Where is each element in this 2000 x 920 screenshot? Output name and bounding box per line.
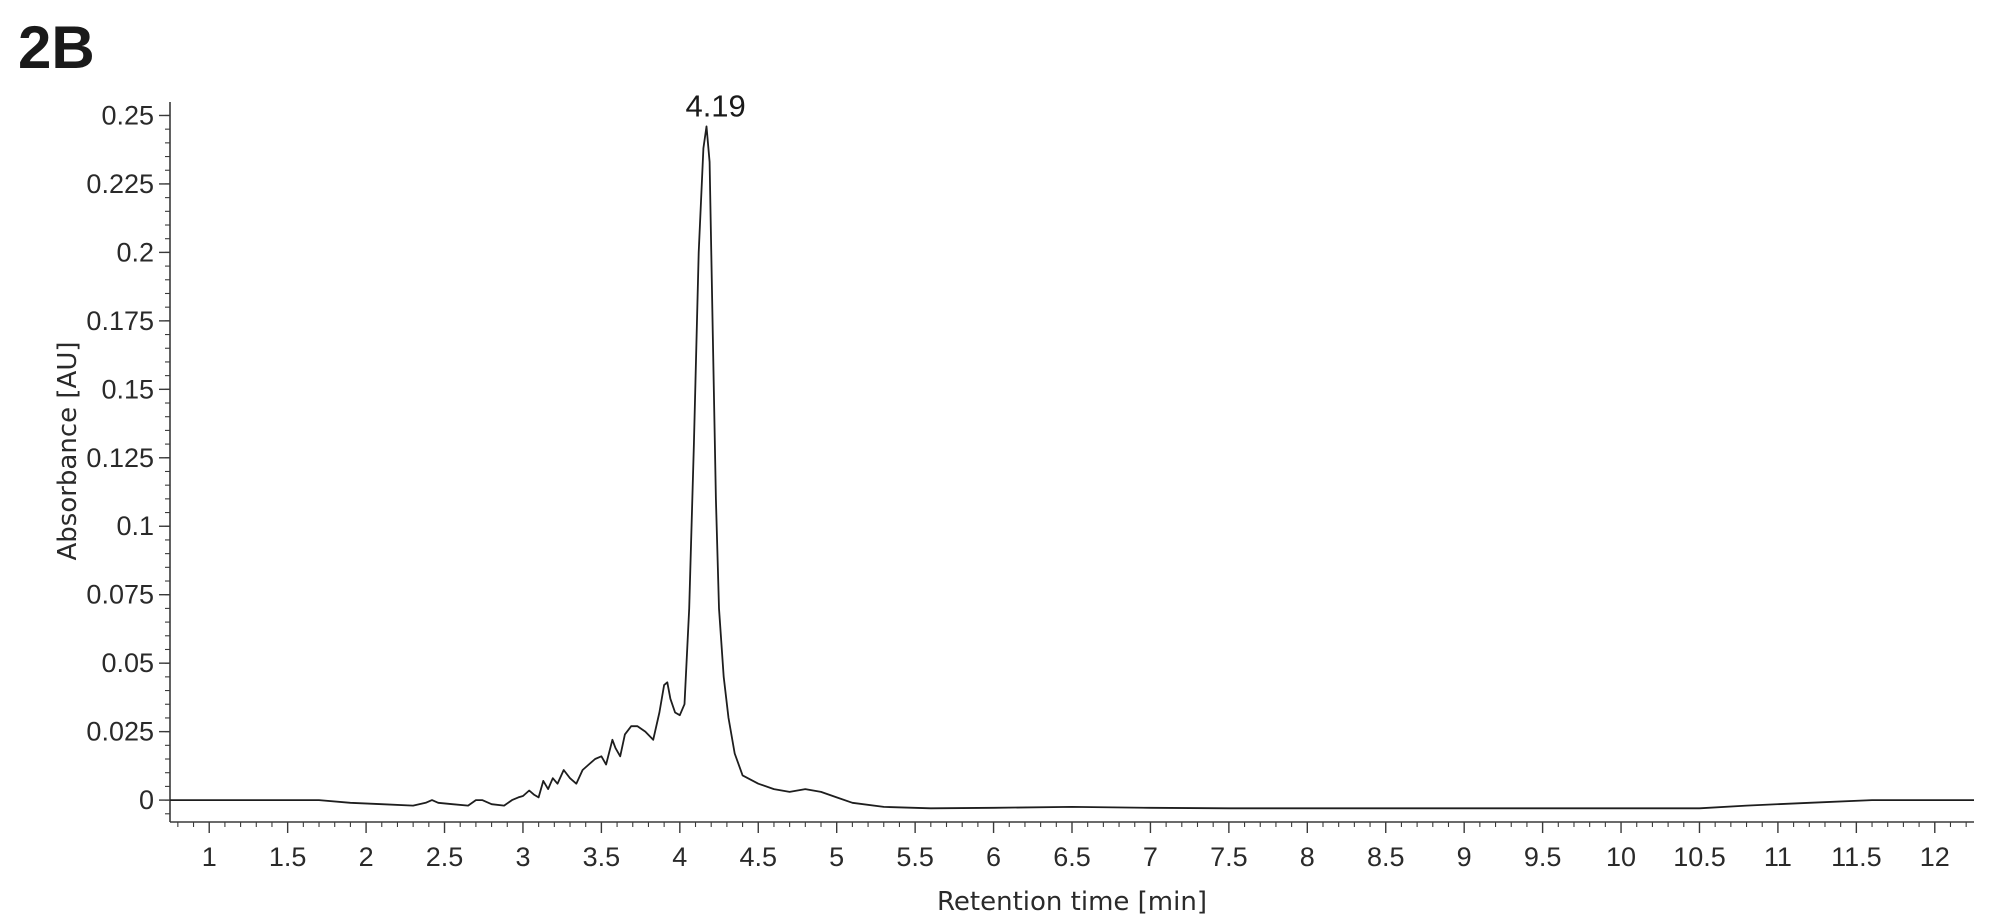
y-tick-label: 0.225: [86, 169, 154, 199]
y-tick-label: 0.175: [86, 306, 154, 336]
y-tick-label: 0.25: [101, 100, 154, 130]
x-tick-label: 12: [1920, 842, 1950, 872]
peak-annotation: 4.19: [685, 88, 745, 123]
panel-label: 2B: [18, 14, 95, 81]
x-tick-label: 2: [359, 842, 374, 872]
x-tick-label: 3.5: [583, 842, 621, 872]
axes: [169, 102, 1974, 823]
x-tick-label: 9: [1457, 842, 1472, 872]
y-tick-label: 0.15: [101, 374, 154, 404]
y-tick-label: 0.1: [116, 511, 154, 541]
y-tick-label: 0.2: [116, 237, 154, 267]
x-tick-label: 5: [829, 842, 844, 872]
x-tick-label: 4.5: [739, 842, 777, 872]
x-tick-label: 1: [202, 842, 217, 872]
x-tick-label: 1.5: [269, 842, 307, 872]
x-tick-label: 10.5: [1673, 842, 1726, 872]
chromatogram-trace: [170, 125, 1974, 810]
x-tick-label: 8: [1300, 842, 1315, 872]
x-tick-label: 2.5: [426, 842, 464, 872]
x-tick-label: 9.5: [1524, 842, 1562, 872]
x-tick-label: 7.5: [1210, 842, 1248, 872]
x-axis-title: Retention time [min]: [937, 887, 1207, 917]
x-tick-label: 8.5: [1367, 842, 1405, 872]
x-tick-label: 7: [1143, 842, 1158, 872]
x-tick-label: 5.5: [896, 842, 934, 872]
ticks: 0 0.025 0.05 0.075 0.1 0.125 0.15 0.175 0.2 0.225…: [86, 100, 1967, 872]
y-tick-label: 0.075: [86, 580, 154, 610]
trace-group: [170, 125, 1974, 810]
labels: Retention time [min] Absorbance [AU] 4.19: [53, 88, 1207, 917]
x-tick-label: 10: [1606, 842, 1636, 872]
y-tick-label: 0.125: [86, 443, 154, 473]
y-tick-label: 0.025: [86, 717, 154, 747]
x-tick-label: 3: [515, 842, 530, 872]
x-tick-label: 11.5: [1831, 842, 1882, 872]
x-tick-label: 6: [986, 842, 1001, 872]
x-tick-label: 11: [1764, 842, 1792, 872]
y-axis-title: Absorbance [AU]: [53, 341, 83, 560]
y-tick-label: 0.05: [101, 648, 154, 678]
y-tick-label: 0: [139, 785, 154, 815]
x-tick-label: 4: [672, 842, 687, 872]
x-tick-label: 6.5: [1053, 842, 1091, 872]
